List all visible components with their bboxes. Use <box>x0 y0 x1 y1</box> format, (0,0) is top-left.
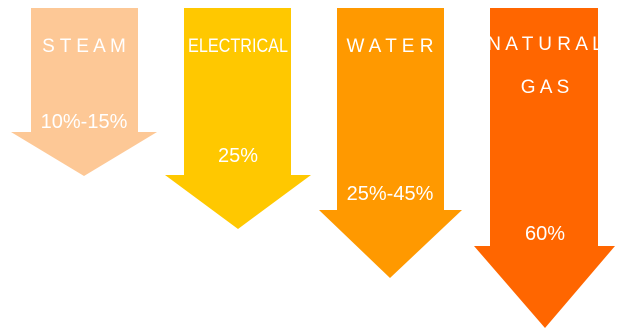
arrow-electrical: ELECTRICAL 25% <box>165 8 311 229</box>
arrow-natural-gas-title-line2: G A S <box>521 77 570 98</box>
arrow-steam-shape <box>11 8 157 176</box>
arrow-natural-gas: N A T U R A L G A S 60% <box>474 8 615 328</box>
arrow-water-title: W A T E R <box>347 36 434 57</box>
arrow-water: W A T E R 25%-45% <box>319 8 462 278</box>
arrow-electrical-title: ELECTRICAL <box>188 36 288 57</box>
arrow-steam-value: 10%-15% <box>41 111 128 133</box>
arrow-natural-gas-title-line1: N A T U R A L <box>487 34 602 55</box>
arrow-natural-gas-value: 60% <box>525 223 565 245</box>
arrow-electrical-shape <box>165 8 311 229</box>
arrow-water-value: 25%-45% <box>347 183 434 205</box>
arrow-natural-gas-shape <box>474 8 615 328</box>
arrow-electrical-value: 25% <box>218 145 258 167</box>
arrow-steam: S T E A M 10%-15% <box>11 8 157 176</box>
arrow-steam-title: S T E A M <box>42 36 126 57</box>
arrow-water-shape <box>319 8 462 278</box>
